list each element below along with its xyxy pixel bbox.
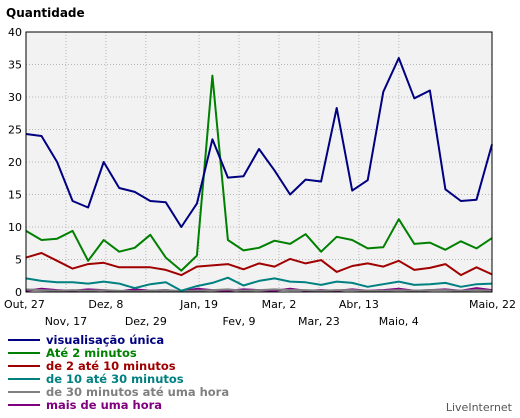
y-tick-label: 10 <box>8 221 22 234</box>
legend-label: mais de uma hora <box>46 397 163 412</box>
x-tick-label: Fev, 9 <box>223 315 256 328</box>
y-tick-label: 25 <box>8 124 22 137</box>
plot-frame <box>25 31 493 293</box>
legend-label: de 2 até 10 minutos <box>46 358 176 373</box>
x-tick-label: Abr, 13 <box>339 298 379 311</box>
line-chart: Quantidade 0 5 10 15 20 25 30 35 40 Out, 27 Dez, … <box>4 6 516 328</box>
legend-item-30-minutos-1-hora: de 30 minutos até uma hora <box>8 384 230 399</box>
series-line-0 <box>25 57 493 228</box>
x-tick-label: Mar, 2 <box>262 298 297 311</box>
y-tick-label: 35 <box>8 59 22 72</box>
legend-swatch <box>8 364 40 367</box>
x-axis-ticks: Out, 27 Dez, 8 Jan, 19 Mar, 2 Abr, 13 Maio, 2… <box>4 298 516 328</box>
legend-item-ate-2-minutos: Até 2 minutos <box>8 345 229 360</box>
x-tick-label: Out, 27 <box>4 298 45 311</box>
legend: visualisação única Até 2 minutos de 2 at… <box>8 332 230 412</box>
legend-swatch <box>8 390 40 393</box>
x-tick-label: Jan, 19 <box>179 298 218 311</box>
legend-item-2-10-minutos: de 2 até 10 minutos <box>8 358 229 373</box>
legend-label: visualisação única <box>46 332 165 347</box>
x-tick-label: Dez, 29 <box>125 315 167 328</box>
legend-label: de 30 minutos até uma hora <box>46 384 230 399</box>
legend-swatch <box>8 351 40 354</box>
x-tick-label: Mar, 23 <box>298 315 340 328</box>
series-lines <box>25 57 493 293</box>
legend-swatch <box>8 403 40 406</box>
series-line-3 <box>25 276 493 292</box>
y-tick-label: 40 <box>8 26 22 39</box>
x-tick-label: Dez, 8 <box>88 298 123 311</box>
legend-item-mais-de-uma-hora: mais de uma hora <box>8 397 229 412</box>
y-axis-ticks: 0 5 10 15 20 25 30 35 40 <box>8 26 22 299</box>
series-line-1 <box>25 74 493 272</box>
y-axis-title: Quantidade <box>6 6 85 20</box>
y-tick-label: 0 <box>15 286 22 299</box>
brand-label: LiveInternet <box>445 401 512 414</box>
y-tick-label: 30 <box>8 91 22 104</box>
x-tick-label: Nov, 17 <box>45 315 87 328</box>
legend-swatch <box>8 377 40 380</box>
series-line-2 <box>25 252 493 277</box>
y-tick-label: 15 <box>8 189 22 202</box>
legend-item-10-30-minutos: de 10 até 30 minutos <box>8 371 229 386</box>
x-tick-label: Maio, 22 <box>469 298 516 311</box>
legend-label: de 10 até 30 minutos <box>46 371 184 386</box>
series-line-4 <box>25 288 493 293</box>
legend-label: Até 2 minutos <box>46 345 137 360</box>
legend-item-visualisacao-unica: visualisação única <box>8 332 229 347</box>
legend-swatch <box>8 338 40 341</box>
y-tick-label: 20 <box>8 156 22 169</box>
x-tick-label: Maio, 4 <box>379 315 419 328</box>
y-tick-label: 5 <box>15 254 22 267</box>
